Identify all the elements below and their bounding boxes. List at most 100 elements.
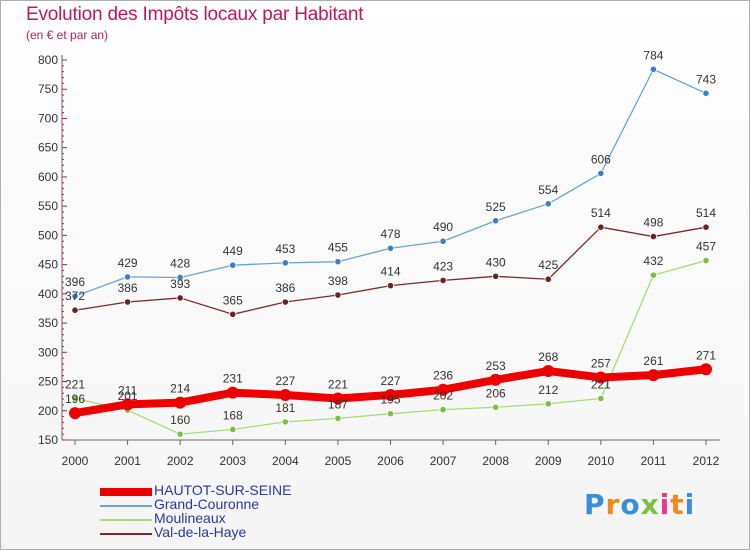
data-point: [492, 272, 500, 280]
data-label: 429: [118, 256, 138, 270]
logo-letter: o: [620, 488, 641, 521]
data-point: [702, 89, 710, 97]
data-label: 227: [275, 374, 295, 388]
data-label: 490: [433, 220, 453, 234]
data-point: [121, 398, 134, 411]
data-label: 221: [65, 377, 85, 391]
data-label: 231: [223, 372, 243, 386]
data-point: [489, 373, 502, 386]
logo-letter: t: [670, 488, 685, 521]
data-point: [69, 407, 81, 420]
data-point: [544, 200, 552, 208]
data-label: 386: [118, 281, 138, 295]
y-tick-label: 250: [38, 375, 58, 389]
data-label: 187: [328, 397, 348, 411]
logo-letter: i: [684, 488, 696, 521]
x-tick-label: 2004: [272, 454, 299, 468]
legend-label: Val-de-la-Haye: [154, 524, 247, 540]
data-point: [649, 271, 658, 279]
y-tick-label: 150: [38, 433, 58, 447]
data-label: 196: [65, 392, 85, 406]
data-point: [334, 291, 342, 299]
data-point: [281, 259, 289, 267]
data-point: [649, 232, 658, 241]
data-label: 743: [696, 72, 716, 86]
x-tick-label: 2007: [430, 454, 457, 468]
data-point: [439, 276, 447, 284]
data-label: 784: [643, 48, 663, 62]
data-point: [386, 410, 395, 418]
data-point: [331, 392, 344, 405]
data-label: 430: [486, 255, 506, 269]
data-label: 268: [538, 350, 558, 364]
logo-letter: P: [584, 488, 606, 521]
data-point: [492, 403, 500, 411]
data-label: 432: [643, 254, 663, 268]
data-point: [226, 386, 239, 399]
data-point: [702, 256, 710, 265]
data-point: [71, 394, 79, 403]
data-point: [229, 261, 237, 269]
data-label: 214: [170, 382, 190, 396]
data-label: 365: [223, 293, 243, 307]
data-label: 425: [538, 258, 558, 272]
data-label: 221: [591, 377, 611, 391]
x-tick-label: 2005: [325, 454, 352, 468]
data-point: [437, 383, 450, 396]
data-label: 398: [328, 274, 348, 288]
x-tick-label: 2011: [641, 454, 667, 468]
x-tick-label: 2001: [114, 454, 141, 468]
legend-swatch: [100, 533, 152, 535]
y-tick-label: 450: [38, 258, 58, 272]
data-label: 414: [380, 265, 400, 279]
data-label: 227: [380, 374, 400, 388]
data-point: [649, 65, 658, 73]
data-label: 428: [170, 256, 190, 270]
data-point: [71, 306, 79, 314]
legend-swatch: [100, 505, 152, 507]
logo-letter: i: [659, 488, 671, 521]
data-point: [279, 388, 292, 401]
data-point: [386, 282, 395, 290]
data-point: [542, 365, 555, 378]
data-label: 554: [538, 183, 558, 197]
data-point: [384, 388, 397, 401]
data-point: [176, 294, 184, 302]
data-label: 498: [643, 216, 663, 230]
data-label: 449: [223, 244, 243, 258]
data-label: 386: [275, 281, 295, 295]
data-label: 257: [591, 356, 611, 370]
data-label: 206: [486, 386, 506, 400]
data-point: [281, 298, 289, 306]
y-tick-label: 300: [38, 345, 58, 359]
data-label: 423: [433, 259, 453, 273]
x-tick-label: 2002: [167, 454, 194, 468]
data-point: [281, 418, 289, 426]
data-label: 253: [486, 359, 506, 373]
y-tick-label: 400: [38, 287, 58, 301]
data-label: 455: [328, 241, 348, 255]
data-label: 393: [170, 277, 190, 291]
data-point: [594, 371, 607, 384]
data-label: 221: [328, 377, 348, 391]
data-point: [597, 223, 605, 231]
data-point: [700, 363, 712, 376]
data-point: [439, 237, 447, 245]
data-point: [229, 310, 237, 318]
data-label: 160: [170, 413, 190, 427]
y-tick-label: 500: [38, 228, 58, 242]
y-tick-label: 550: [38, 199, 58, 213]
data-point: [334, 414, 342, 422]
legend-label: Grand-Couronne: [154, 496, 260, 512]
data-label: 514: [591, 206, 611, 220]
y-tick-label: 650: [38, 141, 58, 155]
data-point: [229, 425, 237, 434]
data-point: [439, 405, 447, 414]
y-tick-label: 700: [38, 111, 58, 125]
data-point: [174, 396, 187, 409]
y-tick-label: 800: [38, 53, 58, 67]
data-point: [597, 394, 605, 403]
x-tick-label: 2010: [587, 454, 614, 468]
chart-title: Evolution des Impôts locaux par Habitant: [26, 4, 364, 25]
